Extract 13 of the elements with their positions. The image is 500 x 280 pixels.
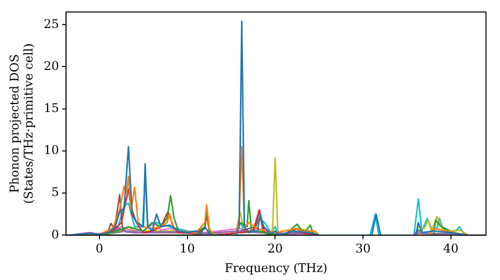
y-tick-label: 20 <box>44 58 60 73</box>
y-tick-label: 10 <box>44 143 60 158</box>
x-tick-label: 30 <box>355 242 371 256</box>
x-tick-label: 0 <box>96 242 104 256</box>
x-tick-label: 40 <box>443 242 458 256</box>
y-axis-title: Phonon projected DOS (States/THz·primitive cell) <box>7 43 36 204</box>
y-tick-label: 25 <box>44 16 60 31</box>
y-tick-label: 0 <box>51 227 60 242</box>
x-tick-label: 20 <box>268 242 283 256</box>
x-axis-title: Frequency (THz) <box>224 260 328 275</box>
x-tick-label: 10 <box>180 242 195 256</box>
y-tick-label: 5 <box>51 185 60 200</box>
y-tick-label: 15 <box>44 100 60 115</box>
